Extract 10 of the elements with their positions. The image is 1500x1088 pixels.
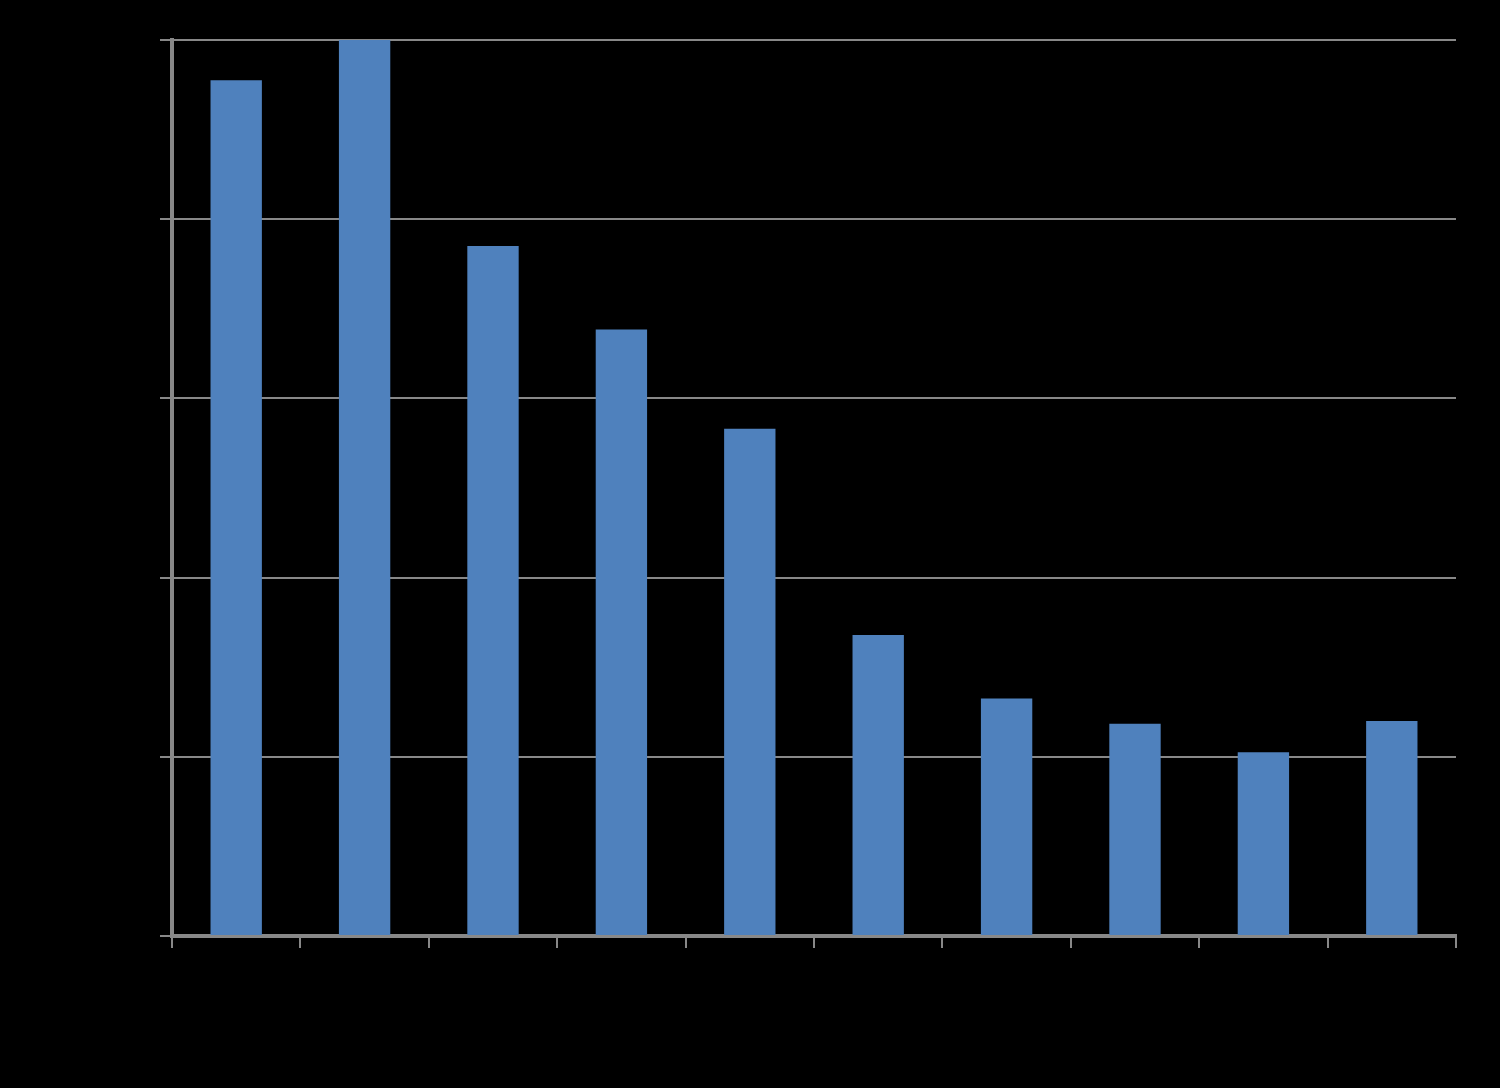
bar: [1109, 723, 1161, 935]
bar: [595, 329, 648, 935]
bar: [338, 40, 391, 935]
bar: [1237, 752, 1290, 935]
bar: [980, 698, 1033, 935]
bar: [1366, 720, 1418, 935]
bar: [467, 246, 519, 935]
bar: [724, 428, 776, 935]
bar: [210, 80, 262, 935]
bar: [852, 634, 904, 935]
